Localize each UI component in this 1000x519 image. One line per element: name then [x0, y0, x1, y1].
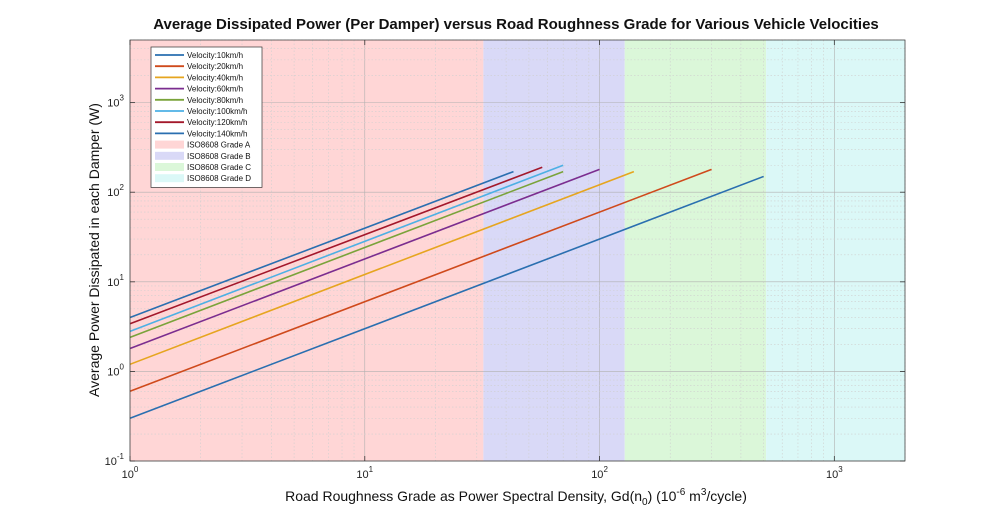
legend-label-11: ISO8608 Grade C: [187, 163, 251, 172]
region-4: [766, 40, 905, 461]
y-axis-label: Average Power Dissipated in each Damper …: [86, 103, 102, 397]
y-tick-label-4: 102: [107, 183, 124, 199]
legend-label-9: ISO8608 Grade A: [187, 141, 251, 150]
legend-swatch-12: [155, 174, 184, 183]
y-tick-label-3: 101: [107, 273, 124, 289]
x-axis-label-mid2: m: [685, 488, 701, 504]
legend-label-10: ISO8608 Grade B: [187, 152, 251, 161]
x-axis-label-subscript: 0: [642, 497, 648, 508]
plot-frame: [129, 39, 906, 462]
x-axis-label: Road Roughness Grade as Power Spectral D…: [285, 487, 747, 508]
legend-label-1: Velocity:10km/h: [187, 51, 243, 60]
legend-swatch-10: [155, 151, 184, 160]
series-lines: [129, 164, 764, 419]
grade-regions: [130, 40, 905, 461]
series-line-5: [129, 170, 564, 339]
x-axis-label-sup1: -6: [676, 487, 685, 498]
legend-label-2: Velocity:20km/h: [187, 62, 243, 71]
series-line-8: [129, 170, 514, 319]
y-tick-label-1: 10-1: [105, 452, 125, 468]
legend-label-6: Velocity:100km/h: [187, 107, 247, 116]
legend-label-5: Velocity:80km/h: [187, 96, 243, 105]
x-axis-label-sup2: 3: [701, 487, 707, 498]
x-tick-label-2: 101: [356, 465, 373, 481]
legend-label-4: Velocity:60km/h: [187, 85, 243, 94]
x-tick-label-4: 103: [826, 465, 843, 481]
legend-label-7: Velocity:120km/h: [187, 118, 247, 127]
legend-label-8: Velocity:140km/h: [187, 129, 247, 138]
series-line-7: [129, 166, 543, 325]
x-tick-label-3: 102: [591, 465, 608, 481]
series-line-2: [129, 168, 712, 393]
legend-swatch-11: [155, 163, 184, 171]
series-line-1: [129, 175, 764, 419]
x-axis-label-mid: ) (10: [648, 488, 677, 504]
region-2: [483, 40, 625, 461]
legend-label-3: Velocity:40km/h: [187, 73, 243, 82]
x-tick-label-1: 100: [122, 465, 139, 481]
legend: Velocity:10km/h Velocity:20km/h Velocity:4…: [150, 46, 263, 188]
legend-swatch-9: [155, 140, 184, 149]
series-line-3: [129, 170, 635, 366]
region-3: [624, 40, 767, 461]
x-axis-label-prefix: Road Roughness Grade as Power Spectral D…: [285, 488, 642, 504]
series-line-6: [129, 164, 564, 333]
y-tick-label-2: 100: [107, 362, 124, 378]
legend-label-12: ISO8608 Grade D: [187, 174, 251, 183]
y-tick-label-5: 103: [107, 94, 124, 110]
chart-title: Average Dissipated Power (Per Damper) ve…: [153, 16, 879, 33]
x-axis-label-suffix: /cycle): [706, 488, 746, 504]
series-line-4: [129, 168, 600, 350]
